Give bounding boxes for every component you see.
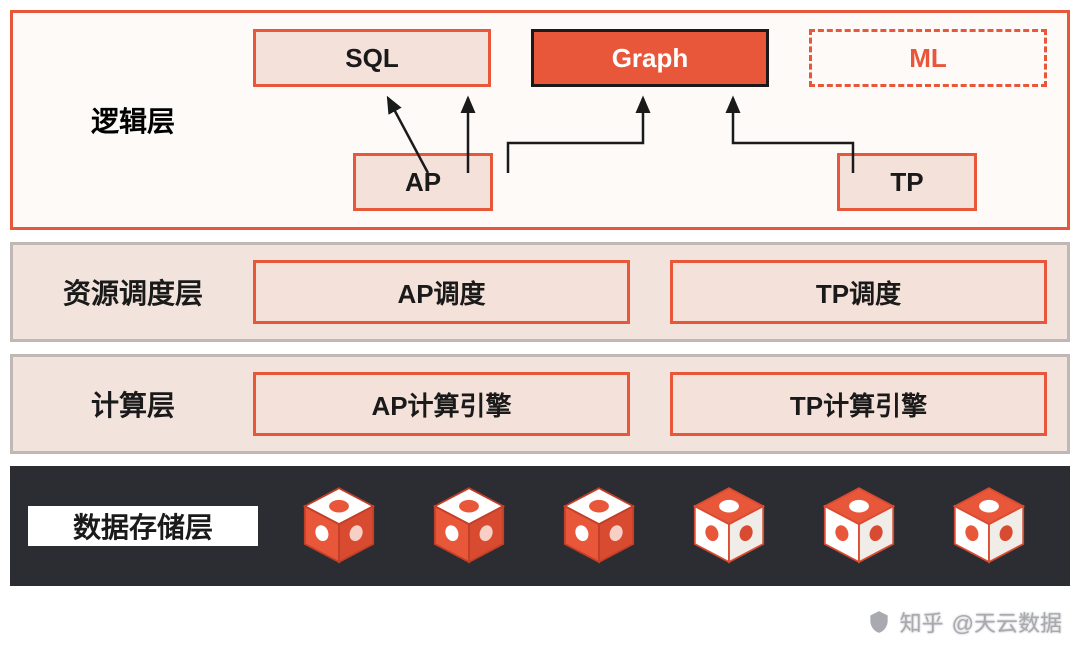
storage-cube (814, 481, 904, 571)
ap-schedule-box: AP调度 (253, 260, 630, 324)
tp-box: TP (837, 153, 977, 211)
watermark-text: @天云数据 (952, 606, 1062, 638)
storage-layer-label: 数据存储层 (28, 506, 258, 546)
storage-cube-icon (684, 481, 774, 571)
storage-cube-icon (814, 481, 904, 571)
storage-cube (684, 481, 774, 571)
storage-cube-icon (424, 481, 514, 571)
graph-box: Graph (531, 29, 769, 87)
schedule-layer-label: 资源调度层 (13, 272, 253, 312)
logic-layer: 逻辑层 SQL Graph ML AP TP (10, 10, 1070, 230)
storage-cube (554, 481, 644, 571)
zhihu-icon (866, 609, 892, 635)
storage-cube (944, 481, 1034, 571)
tp-schedule-box: TP调度 (670, 260, 1047, 324)
compute-layer-content: AP计算引擎 TP计算引擎 (253, 357, 1067, 451)
logic-layer-content: SQL Graph ML AP TP (253, 13, 1067, 227)
storage-cube (424, 481, 514, 571)
ml-box: ML (809, 29, 1047, 87)
storage-cube (294, 481, 384, 571)
watermark: 知乎 @天云数据 (866, 606, 1062, 638)
storage-cube-icon (294, 481, 384, 571)
schedule-layer-content: AP调度 TP调度 (253, 245, 1067, 339)
storage-layer: 数据存储层 (10, 466, 1070, 586)
ap-box: AP (353, 153, 493, 211)
storage-layer-content (258, 466, 1070, 586)
compute-layer-label: 计算层 (13, 384, 253, 424)
logic-top-row: SQL Graph ML (253, 29, 1047, 87)
logic-layer-label: 逻辑层 (13, 100, 253, 140)
watermark-prefix: 知乎 (900, 606, 944, 638)
storage-cube-icon (944, 481, 1034, 571)
ap-compute-box: AP计算引擎 (253, 372, 630, 436)
compute-layer: 计算层 AP计算引擎 TP计算引擎 (10, 354, 1070, 454)
tp-compute-box: TP计算引擎 (670, 372, 1047, 436)
storage-cube-icon (554, 481, 644, 571)
logic-bottom-row: AP TP (253, 153, 1047, 211)
sql-box: SQL (253, 29, 491, 87)
schedule-layer: 资源调度层 AP调度 TP调度 (10, 242, 1070, 342)
